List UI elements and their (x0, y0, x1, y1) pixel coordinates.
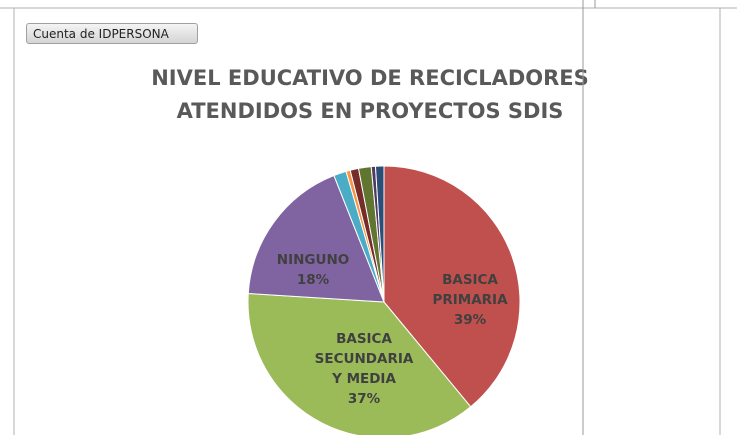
pie-slice (247, 174, 385, 303)
pie-slice (374, 165, 385, 303)
field-button[interactable]: Cuenta de IDPERSONA (26, 23, 198, 44)
pie-slice (383, 165, 521, 408)
data-label: NINGUNO 18% (268, 250, 358, 290)
label-category: BASICA SECUNDARIA Y MEDIA (314, 331, 414, 387)
label-category: NINGUNO (276, 252, 350, 268)
data-label: BASICA PRIMARIA 39% (425, 270, 515, 330)
label-value: 39% (453, 312, 487, 328)
label-value: 18% (296, 272, 330, 288)
label-category: BASICA PRIMARIA (432, 272, 508, 308)
pie-slice (247, 292, 472, 435)
data-label: BASICA SECUNDARIA Y MEDIA 37% (308, 329, 420, 409)
chart-title: NIVEL EDUCATIVO DE RECICLADORES ATENDIDO… (151, 66, 589, 123)
label-value: 37% (347, 391, 381, 407)
